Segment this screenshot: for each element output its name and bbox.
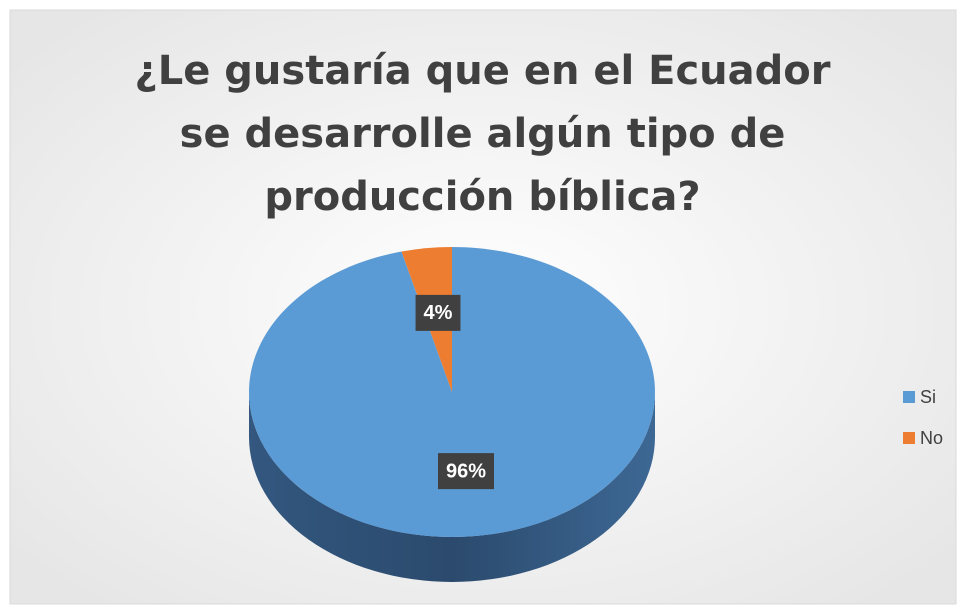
legend-label: No <box>920 428 943 448</box>
chart-title: ¿Le gustaría que en el Ecuador se desarr… <box>134 48 831 220</box>
data-label: 96% <box>446 460 486 482</box>
data-label-box <box>437 453 495 490</box>
data-label-box <box>415 294 461 331</box>
legend-swatch <box>903 432 915 444</box>
legend-swatch <box>903 391 915 403</box>
legend-label: Si <box>920 387 936 407</box>
pie-side <box>249 392 655 582</box>
data-label-group: 4% <box>415 294 461 331</box>
data-label: 4% <box>424 302 453 324</box>
data-label-group: 96% <box>437 453 495 490</box>
